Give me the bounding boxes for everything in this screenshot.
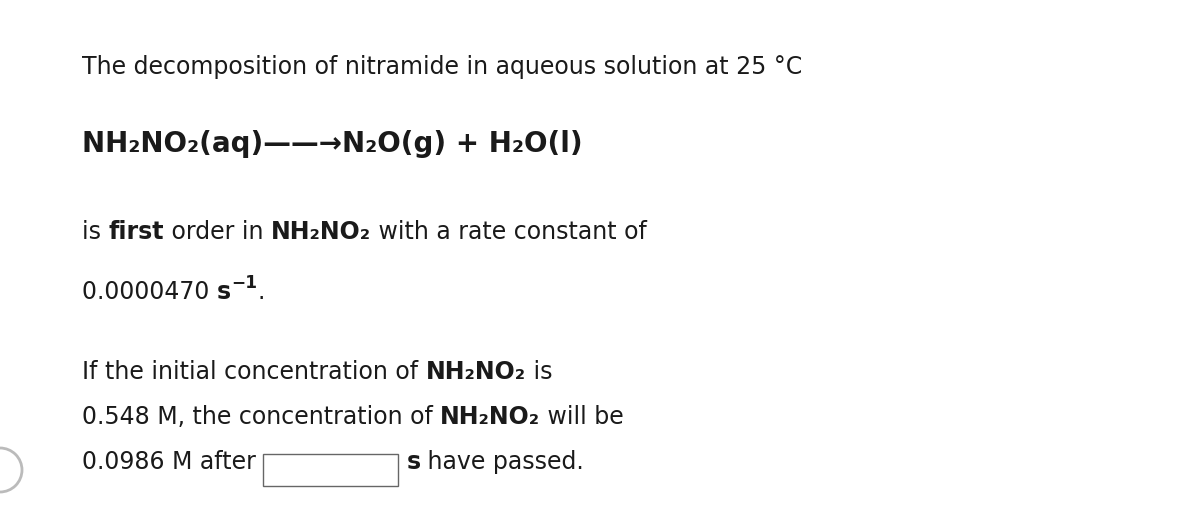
Text: s: s: [407, 450, 420, 474]
Text: is: is: [526, 360, 552, 384]
Text: order in: order in: [164, 220, 271, 244]
Text: will be: will be: [540, 405, 624, 429]
Text: .: .: [257, 280, 264, 304]
Text: 0.548 M, the concentration of: 0.548 M, the concentration of: [82, 405, 440, 429]
Text: NH₂NO₂(aq)——→N₂O(g) + H₂O(l): NH₂NO₂(aq)——→N₂O(g) + H₂O(l): [82, 130, 583, 158]
Text: first: first: [108, 220, 164, 244]
Text: −1: −1: [230, 274, 257, 292]
Text: with a rate constant of: with a rate constant of: [371, 220, 647, 244]
Text: is: is: [82, 220, 108, 244]
Text: 0.0986 M after: 0.0986 M after: [82, 450, 263, 474]
Text: NH₂NO₂: NH₂NO₂: [426, 360, 526, 384]
Bar: [263, 454, 398, 486]
Text: 0.0000470: 0.0000470: [82, 280, 217, 304]
Text: NH₂NO₂: NH₂NO₂: [271, 220, 371, 244]
Text: If the initial concentration of: If the initial concentration of: [82, 360, 426, 384]
Text: s: s: [217, 280, 230, 304]
Text: NH₂NO₂: NH₂NO₂: [440, 405, 540, 429]
Text: The decomposition of nitramide in aqueous solution at 25 °C: The decomposition of nitramide in aqueou…: [82, 55, 803, 79]
Text: have passed.: have passed.: [420, 450, 584, 474]
